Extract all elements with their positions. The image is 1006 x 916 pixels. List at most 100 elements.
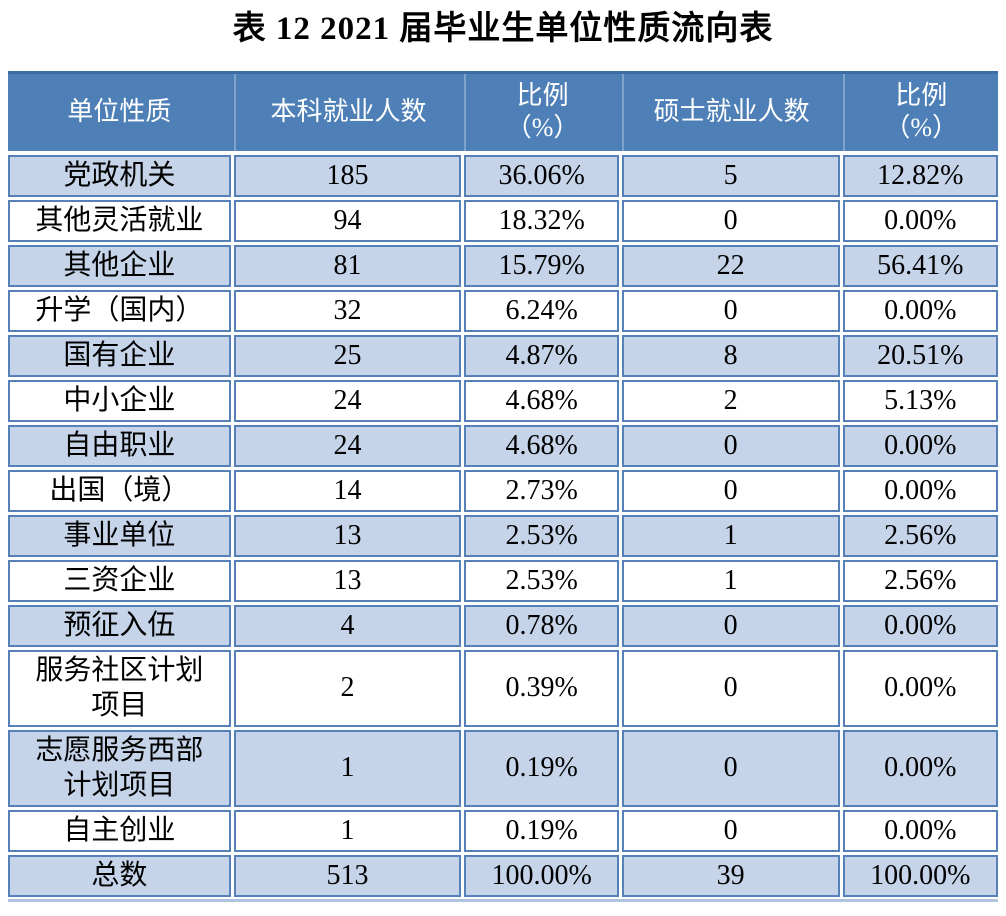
undergrad-count-cell: 1 [233, 729, 462, 807]
undergrad-count-cell: 2 [233, 649, 462, 727]
table-row: 国有企业 25 4.87% 8 20.51% [8, 334, 998, 377]
master-count-cell: 2 [621, 379, 840, 422]
master-count-cell: 1 [621, 514, 840, 557]
undergrad-pct-cell: 2.53% [464, 514, 619, 557]
undergrad-pct-cell: 4.87% [464, 334, 619, 377]
undergrad-pct-cell: 18.32% [464, 199, 619, 242]
master-pct-cell: 0.00% [842, 729, 998, 807]
master-count-cell: 0 [621, 199, 840, 242]
master-count-cell: 5 [621, 154, 840, 197]
master-pct-cell: 2.56% [842, 559, 998, 602]
undergrad-pct-cell: 2.73% [464, 469, 619, 512]
master-pct-cell: 0.00% [842, 649, 998, 727]
master-pct-cell: 0.00% [842, 199, 998, 242]
table-row: 三资企业 13 2.53% 1 2.56% [8, 559, 998, 602]
master-count-cell: 0 [621, 809, 840, 852]
undergrad-count-cell: 513 [233, 854, 462, 897]
table-row: 自主创业 1 0.19% 0 0.00% [8, 809, 998, 852]
unit-nature-cell: 三资企业 [8, 559, 231, 602]
table-row: 志愿服务西部 计划项目 1 0.19% 0 0.00% [8, 729, 998, 807]
table-row: 自由职业 24 4.68% 0 0.00% [8, 424, 998, 467]
master-pct-cell: 100.00% [842, 854, 998, 897]
undergrad-pct-cell: 4.68% [464, 379, 619, 422]
master-count-cell: 0 [621, 729, 840, 807]
master-count-cell: 39 [621, 854, 840, 897]
unit-nature-cell: 其他灵活就业 [8, 199, 231, 242]
undergrad-pct-cell: 36.06% [464, 154, 619, 197]
undergrad-pct-cell: 0.19% [464, 729, 619, 807]
col-header-master-count: 硕士就业人数 [621, 73, 840, 151]
unit-nature-cell: 自由职业 [8, 424, 231, 467]
table-header-row: 单位性质 本科就业人数 比例 （%） 硕士就业人数 比例 （%） [8, 70, 998, 151]
table-title: 表 12 2021 届毕业生单位性质流向表 [232, 11, 774, 47]
unit-nature-cell: 国有企业 [8, 334, 231, 377]
undergrad-count-cell: 25 [233, 334, 462, 377]
master-pct-cell: 0.00% [842, 604, 998, 647]
undergrad-count-cell: 94 [233, 199, 462, 242]
undergrad-pct-cell: 100.00% [464, 854, 619, 897]
master-pct-cell: 2.56% [842, 514, 998, 557]
undergrad-count-cell: 81 [233, 244, 462, 287]
col-header-master-pct: 比例 （%） [842, 73, 998, 151]
master-count-cell: 0 [621, 424, 840, 467]
master-pct-cell: 0.00% [842, 469, 998, 512]
master-count-cell: 0 [621, 604, 840, 647]
table-row: 其他企业 81 15.79% 22 56.41% [8, 244, 998, 287]
table-row: 出国（境） 14 2.73% 0 0.00% [8, 469, 998, 512]
master-pct-cell: 5.13% [842, 379, 998, 422]
undergrad-pct-cell: 2.53% [464, 559, 619, 602]
unit-nature-flow-table: 单位性质 本科就业人数 比例 （%） 硕士就业人数 比例 （%） 党政机关 18… [8, 70, 998, 902]
unit-nature-cell: 出国（境） [8, 469, 231, 512]
undergrad-count-cell: 14 [233, 469, 462, 512]
master-pct-cell: 0.00% [842, 809, 998, 852]
undergrad-count-cell: 32 [233, 289, 462, 332]
table-row: 事业单位 13 2.53% 1 2.56% [8, 514, 998, 557]
table-row: 服务社区计划 项目 2 0.39% 0 0.00% [8, 649, 998, 727]
table-row: 预征入伍 4 0.78% 0 0.00% [8, 604, 998, 647]
undergrad-pct-cell: 0.78% [464, 604, 619, 647]
unit-nature-cell: 总数 [8, 854, 231, 897]
master-pct-cell: 20.51% [842, 334, 998, 377]
col-header-undergrad-pct: 比例 （%） [464, 73, 619, 151]
master-count-cell: 0 [621, 469, 840, 512]
master-pct-cell: 12.82% [842, 154, 998, 197]
unit-nature-cell: 其他企业 [8, 244, 231, 287]
undergrad-count-cell: 13 [233, 559, 462, 602]
unit-nature-cell: 中小企业 [8, 379, 231, 422]
master-pct-cell: 0.00% [842, 424, 998, 467]
undergrad-pct-cell: 6.24% [464, 289, 619, 332]
undergrad-count-cell: 4 [233, 604, 462, 647]
master-count-cell: 0 [621, 289, 840, 332]
master-count-cell: 8 [621, 334, 840, 377]
master-count-cell: 22 [621, 244, 840, 287]
undergrad-count-cell: 1 [233, 809, 462, 852]
undergrad-count-cell: 24 [233, 379, 462, 422]
master-count-cell: 1 [621, 559, 840, 602]
master-count-cell: 0 [621, 649, 840, 727]
col-header-unit-nature: 单位性质 [8, 73, 231, 151]
undergrad-count-cell: 185 [233, 154, 462, 197]
undergrad-count-cell: 13 [233, 514, 462, 557]
table-row: 总数 513 100.00% 39 100.00% [8, 854, 998, 897]
unit-nature-cell: 党政机关 [8, 154, 231, 197]
undergrad-pct-cell: 0.39% [464, 649, 619, 727]
unit-nature-cell: 自主创业 [8, 809, 231, 852]
undergrad-pct-cell: 4.68% [464, 424, 619, 467]
col-header-undergrad-count: 本科就业人数 [233, 73, 462, 151]
unit-nature-cell: 升学（国内） [8, 289, 231, 332]
unit-nature-cell: 预征入伍 [8, 604, 231, 647]
undergrad-pct-cell: 0.19% [464, 809, 619, 852]
undergrad-pct-cell: 15.79% [464, 244, 619, 287]
undergrad-count-cell: 24 [233, 424, 462, 467]
table-body: 党政机关 185 36.06% 5 12.82% 其他灵活就业 94 18.32… [8, 154, 998, 897]
master-pct-cell: 0.00% [842, 289, 998, 332]
table-row: 其他灵活就业 94 18.32% 0 0.00% [8, 199, 998, 242]
master-pct-cell: 56.41% [842, 244, 998, 287]
unit-nature-cell: 服务社区计划 项目 [8, 649, 231, 727]
unit-nature-cell: 事业单位 [8, 514, 231, 557]
table-bottom-rule [8, 898, 998, 902]
table-row: 党政机关 185 36.06% 5 12.82% [8, 154, 998, 197]
unit-nature-cell: 志愿服务西部 计划项目 [8, 729, 231, 807]
table-row: 升学（国内） 32 6.24% 0 0.00% [8, 289, 998, 332]
